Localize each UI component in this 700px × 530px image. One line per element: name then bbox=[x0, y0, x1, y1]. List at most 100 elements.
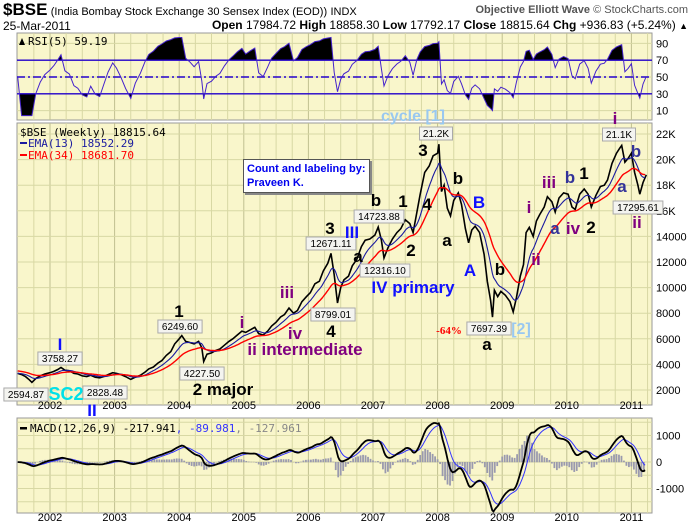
macd-swatch bbox=[20, 427, 27, 430]
price-label: 6249.60 bbox=[162, 322, 199, 333]
macd-histogram-bar bbox=[536, 451, 538, 463]
macd-histogram-bar bbox=[367, 456, 369, 463]
open-label: Open bbox=[211, 18, 243, 32]
macd-histogram-bar bbox=[163, 459, 166, 463]
macd-legend-value: -89.981 bbox=[189, 422, 235, 435]
macd-histogram-bar bbox=[265, 462, 268, 465]
macd-histogram-bar bbox=[434, 456, 437, 463]
wave-label: ii bbox=[632, 213, 641, 232]
price-label-box bbox=[602, 127, 636, 142]
price-line bbox=[17, 143, 648, 384]
chg-value: +936.83 (+5.24%) bbox=[579, 18, 676, 32]
macd-histogram-bar bbox=[329, 457, 332, 463]
wave-label: a bbox=[482, 335, 492, 354]
close-value: 18815.64 bbox=[499, 18, 550, 32]
price-tick-label: 4000 bbox=[656, 359, 680, 371]
rsi-tick-label: 90 bbox=[656, 38, 668, 50]
macd-histogram-bar bbox=[334, 462, 337, 471]
macd-panel bbox=[16, 417, 653, 514]
macd-histogram-bar bbox=[203, 462, 205, 470]
macd-histogram-bar bbox=[396, 460, 399, 463]
macd-histogram-bar bbox=[245, 460, 248, 463]
wave-label: II bbox=[87, 401, 96, 420]
wave-label: 1 bbox=[398, 192, 407, 211]
macd-histogram-bar bbox=[103, 461, 106, 463]
macd-histogram-bar bbox=[347, 462, 350, 464]
macd-histogram-bar bbox=[531, 442, 533, 463]
macd-histogram-bar bbox=[106, 461, 109, 463]
description: (India Bombay Stock Exchange 30 Sensex I… bbox=[50, 6, 328, 18]
price-label: 14723.88 bbox=[358, 212, 400, 223]
price-label-box bbox=[612, 200, 664, 215]
x-tick-label: 2004 bbox=[167, 512, 191, 524]
macd-histogram-bar bbox=[568, 462, 571, 468]
x-tick-label: 2005 bbox=[232, 512, 256, 524]
macd-histogram-bar bbox=[290, 460, 292, 463]
macd-histogram-bar bbox=[608, 457, 610, 463]
macd-histogram-bar bbox=[379, 462, 382, 464]
price-label-box bbox=[419, 126, 453, 141]
x-tick-label: 2002 bbox=[38, 512, 62, 524]
wave-label: iv bbox=[566, 219, 581, 238]
macd-histogram-bar bbox=[277, 459, 280, 463]
price-label-box bbox=[310, 307, 356, 322]
macd-histogram-bar bbox=[391, 462, 394, 466]
wave-label: iii bbox=[280, 283, 294, 302]
macd-histogram-bar bbox=[543, 457, 546, 463]
price-label: 21.2K bbox=[423, 129, 449, 140]
wave-label: 1 bbox=[579, 164, 588, 183]
price-tick-label: 22K bbox=[656, 129, 676, 141]
x-tick-label: 2006 bbox=[296, 512, 320, 524]
macd-histogram-bar bbox=[628, 462, 630, 468]
rsi-tick-label: 50 bbox=[656, 72, 668, 84]
macd-histogram-bar bbox=[232, 458, 235, 463]
wave-label: 2 major bbox=[193, 380, 254, 399]
price-label-box bbox=[179, 366, 225, 381]
macd-histogram-bar bbox=[521, 444, 523, 463]
macd-histogram-bar bbox=[406, 458, 409, 463]
macd-tick-label: 0 bbox=[656, 457, 662, 469]
macd-histogram-bar bbox=[342, 462, 345, 471]
wave-label: cycle [1] bbox=[381, 108, 445, 125]
macd-histogram-bar bbox=[563, 462, 566, 466]
macd-histogram-bar bbox=[213, 462, 215, 464]
macd-histogram-bar bbox=[193, 462, 196, 467]
wave-label: a bbox=[550, 219, 560, 238]
macd-histogram-bar bbox=[486, 462, 489, 473]
wave-label: IV primary bbox=[371, 278, 455, 297]
wave-label: SC2 bbox=[48, 384, 83, 404]
price-label: 2594.87 bbox=[8, 390, 45, 401]
macd-histogram-bar bbox=[357, 456, 359, 463]
wave-label: 3 bbox=[418, 141, 427, 160]
macd-histogram-bar bbox=[68, 462, 71, 464]
macd-histogram-bar bbox=[257, 462, 260, 465]
macd-histogram-bar bbox=[632, 462, 635, 470]
macd-histogram-bar bbox=[352, 458, 355, 463]
macd-histogram-bar bbox=[91, 462, 94, 463]
macd-histogram-bar bbox=[160, 459, 163, 463]
macd-histogram-bar bbox=[501, 456, 504, 463]
macd-histogram-bar bbox=[235, 458, 238, 463]
macd-histogram-bar bbox=[344, 462, 347, 467]
price-label: 21.1K bbox=[606, 130, 632, 141]
macd-histogram-bar bbox=[528, 436, 531, 463]
macd-histogram-bar bbox=[34, 462, 36, 464]
close-label: Close bbox=[463, 18, 497, 32]
macd-histogram-bar bbox=[208, 462, 210, 468]
macd-histogram-bar bbox=[262, 462, 265, 466]
high-label: High bbox=[299, 18, 327, 32]
wave-label: a bbox=[442, 231, 452, 250]
wave-label: 2 bbox=[586, 218, 595, 237]
rsi-tick-label: 70 bbox=[656, 55, 668, 67]
macd-histogram-bar bbox=[200, 462, 203, 467]
macd-histogram-bar bbox=[550, 462, 553, 464]
x-tick-label: 2011 bbox=[620, 512, 644, 524]
macd-histogram-bar bbox=[295, 462, 297, 464]
wave-label: iii bbox=[542, 173, 556, 192]
macd-histogram-bar bbox=[555, 462, 558, 471]
macd-histogram-bar bbox=[473, 462, 476, 464]
macd-histogram-bar bbox=[401, 458, 404, 463]
wave-label: 2 bbox=[406, 241, 415, 260]
macd-histogram-bar bbox=[317, 459, 320, 463]
source-brand: Objective Elliott Wave bbox=[475, 4, 591, 16]
